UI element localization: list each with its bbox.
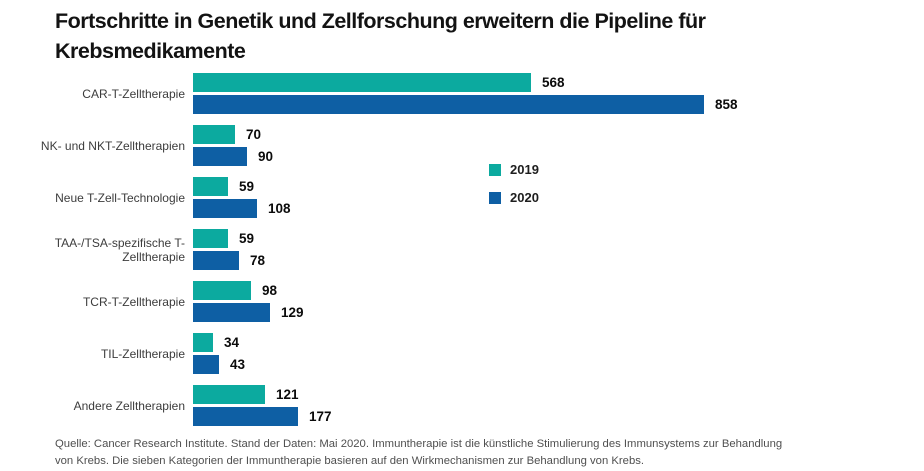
bar-line-2020: 78 — [193, 251, 265, 270]
bar-group: 59 78 — [193, 229, 265, 270]
bar-line-2019: 70 — [193, 125, 273, 144]
value-label-2020: 858 — [715, 97, 738, 112]
bar-2019 — [193, 281, 251, 300]
value-label-2020: 90 — [258, 149, 274, 164]
bar-2020 — [193, 407, 298, 426]
value-label-2019: 568 — [542, 75, 565, 90]
bar-2019 — [193, 177, 228, 196]
chart-legend: 2019 2020 — [489, 162, 539, 205]
legend-label-2020: 2020 — [510, 190, 539, 205]
source-note: Quelle: Cancer Research Institute. Stand… — [55, 436, 855, 470]
bar-2020 — [193, 199, 257, 218]
chart-row: TCR-T-Zelltherapie 98 129 — [35, 281, 895, 322]
category-label: CAR-T-Zelltherapie — [82, 86, 185, 101]
bar-2019 — [193, 385, 265, 404]
bar-2019 — [193, 125, 235, 144]
bar-2020 — [193, 355, 219, 374]
chart-row: Andere Zelltherapien 121 177 — [35, 385, 895, 426]
value-label-2020: 78 — [250, 253, 266, 268]
value-label-2019: 34 — [224, 335, 240, 350]
chart-row: TIL-Zelltherapie 34 43 — [35, 333, 895, 374]
bar-group: 59 108 — [193, 177, 291, 218]
source-note-line1: Quelle: Cancer Research Institute. Stand… — [55, 438, 783, 450]
category-label: Andere Zelltherapien — [73, 398, 185, 413]
page-title-line2: Krebsmedikamente — [55, 39, 246, 63]
value-label-2020: 43 — [230, 357, 246, 372]
bar-group: 70 90 — [193, 125, 273, 166]
bar-line-2019: 59 — [193, 177, 291, 196]
bar-2019 — [193, 229, 228, 248]
value-label-2020: 177 — [309, 409, 332, 424]
value-label-2020: 108 — [268, 201, 291, 216]
bar-chart: CAR-T-Zelltherapie 568 858 NK- und NKT-Zell… — [35, 73, 895, 426]
category-label: TIL-Zelltherapie — [100, 346, 185, 361]
legend-item-2019: 2019 — [489, 162, 539, 177]
bar-group: 98 129 — [193, 281, 304, 322]
category-label: TCR-T-Zelltherapie — [82, 294, 185, 309]
bar-line-2020: 90 — [193, 147, 273, 166]
chart-row: CAR-T-Zelltherapie 568 858 — [35, 73, 895, 114]
legend-label-2019: 2019 — [510, 162, 539, 177]
value-label-2019: 70 — [246, 127, 262, 142]
category-label: TAA-/TSA-spezifische T-Zelltherapie — [54, 235, 185, 264]
bar-line-2019: 98 — [193, 281, 304, 300]
bar-2020 — [193, 147, 247, 166]
bar-line-2020: 43 — [193, 355, 245, 374]
bar-line-2020: 108 — [193, 199, 291, 218]
bar-2019 — [193, 333, 213, 352]
value-label-2019: 121 — [276, 387, 299, 402]
category-label: NK- und NKT-Zelltherapien — [40, 138, 185, 153]
chart-row: TAA-/TSA-spezifische T-Zelltherapie 59 78 — [35, 229, 895, 270]
bar-group: 34 43 — [193, 333, 245, 374]
page-title: Fortschritte in Genetik und Zellforschun… — [55, 6, 795, 66]
bar-line-2019: 34 — [193, 333, 245, 352]
bar-line-2019: 59 — [193, 229, 265, 248]
legend-swatch-2020 — [489, 191, 501, 204]
bar-group: 568 858 — [193, 73, 738, 114]
bar-line-2020: 858 — [193, 95, 738, 114]
bar-2019 — [193, 73, 531, 92]
bar-line-2020: 177 — [193, 407, 332, 426]
value-label-2019: 59 — [239, 231, 255, 246]
chart-row: Neue T-Zell-Technologie 59 108 — [35, 177, 895, 218]
value-label-2019: 98 — [262, 283, 278, 298]
bar-2020 — [193, 95, 704, 114]
bar-2020 — [193, 251, 239, 270]
bar-group: 121 177 — [193, 385, 332, 426]
value-label-2020: 129 — [281, 305, 304, 320]
category-label: Neue T-Zell-Technologie — [55, 190, 185, 205]
page-title-line1: Fortschritte in Genetik und Zellforschun… — [55, 9, 706, 33]
chart-row: NK- und NKT-Zelltherapien 70 90 — [35, 125, 895, 166]
value-label-2019: 59 — [239, 179, 255, 194]
legend-item-2020: 2020 — [489, 190, 539, 205]
legend-swatch-2019 — [489, 163, 501, 176]
bar-line-2019: 568 — [193, 73, 738, 92]
bar-2020 — [193, 303, 270, 322]
bar-line-2019: 121 — [193, 385, 332, 404]
source-note-line2: von Krebs. Die sieben Kategorien der Imm… — [55, 455, 645, 467]
bar-line-2020: 129 — [193, 303, 304, 322]
